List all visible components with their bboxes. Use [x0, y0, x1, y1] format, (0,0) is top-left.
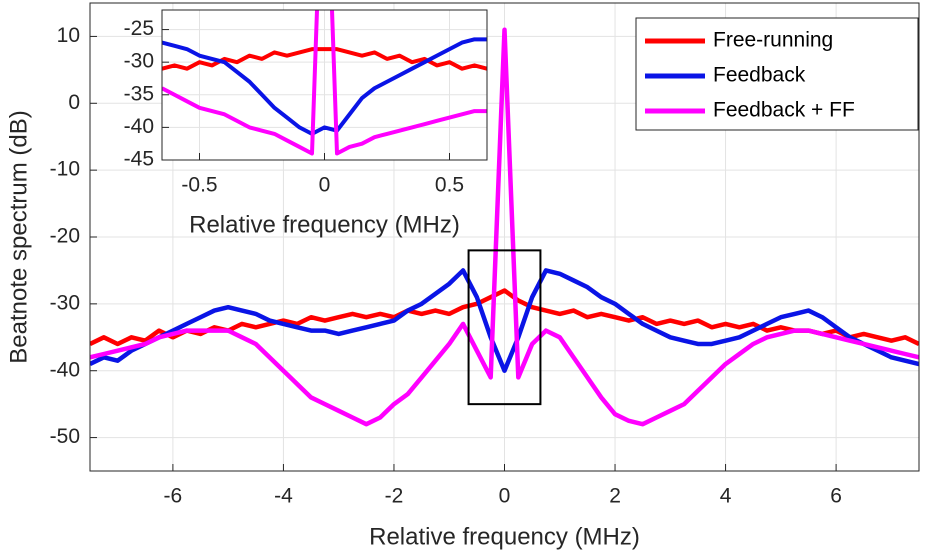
y-tick-label: 0: [68, 91, 80, 114]
y-tick-label: -45: [124, 148, 154, 171]
x-tick-label: 0.5: [435, 174, 464, 197]
legend-label: Feedback: [713, 64, 806, 87]
y-tick-label: -40: [50, 358, 80, 381]
y-tick-label: -50: [50, 425, 80, 448]
series-line: [162, 47, 487, 71]
x-tick-label: -6: [164, 485, 183, 508]
x-tick-label: 0: [499, 485, 511, 508]
x-axis-label: Relative frequency (MHz): [369, 523, 640, 550]
x-tick-label: 0: [319, 174, 331, 197]
y-tick-label: 10: [57, 24, 80, 47]
series-line: [162, 10, 487, 156]
plot-lines: [162, 10, 487, 156]
series-line: [90, 268, 919, 373]
x-tick-label: -0.5: [181, 174, 217, 197]
y-axis-label: Beatnote spectrum (dB): [5, 110, 32, 363]
inset-axes: -0.5 0 0.5 -45 -40 -35 -30 -25 Relative frequenc…: [124, 9, 488, 238]
plot-lines: [90, 27, 919, 427]
y-tick-label: -40: [124, 115, 154, 138]
x-tick-label: 6: [830, 485, 842, 508]
series-line: [162, 37, 487, 136]
y-tick-label: -35: [124, 82, 154, 105]
axes-box: [161, 9, 488, 161]
y-tick-label: -25: [124, 17, 154, 40]
x-tick-label: -4: [274, 485, 293, 508]
y-tick-label: -20: [50, 225, 80, 248]
axes-box: [89, 2, 920, 472]
x-tick-label: 2: [609, 485, 621, 508]
zoom-box: [467, 249, 542, 406]
x-axis-label: Relative frequency (MHz): [189, 211, 460, 238]
legend: Free-running Feedback Feedback + FF: [635, 17, 919, 131]
y-tick-label: -30: [124, 50, 154, 73]
y-tick-label: -10: [50, 158, 80, 181]
legend-label: Free-running: [713, 29, 833, 52]
x-tick-label: -2: [385, 485, 404, 508]
y-tick-label: -30: [50, 291, 80, 314]
legend-label: Feedback + FF: [713, 99, 855, 122]
series-line: [90, 27, 919, 427]
x-tick-label: 4: [720, 485, 732, 508]
